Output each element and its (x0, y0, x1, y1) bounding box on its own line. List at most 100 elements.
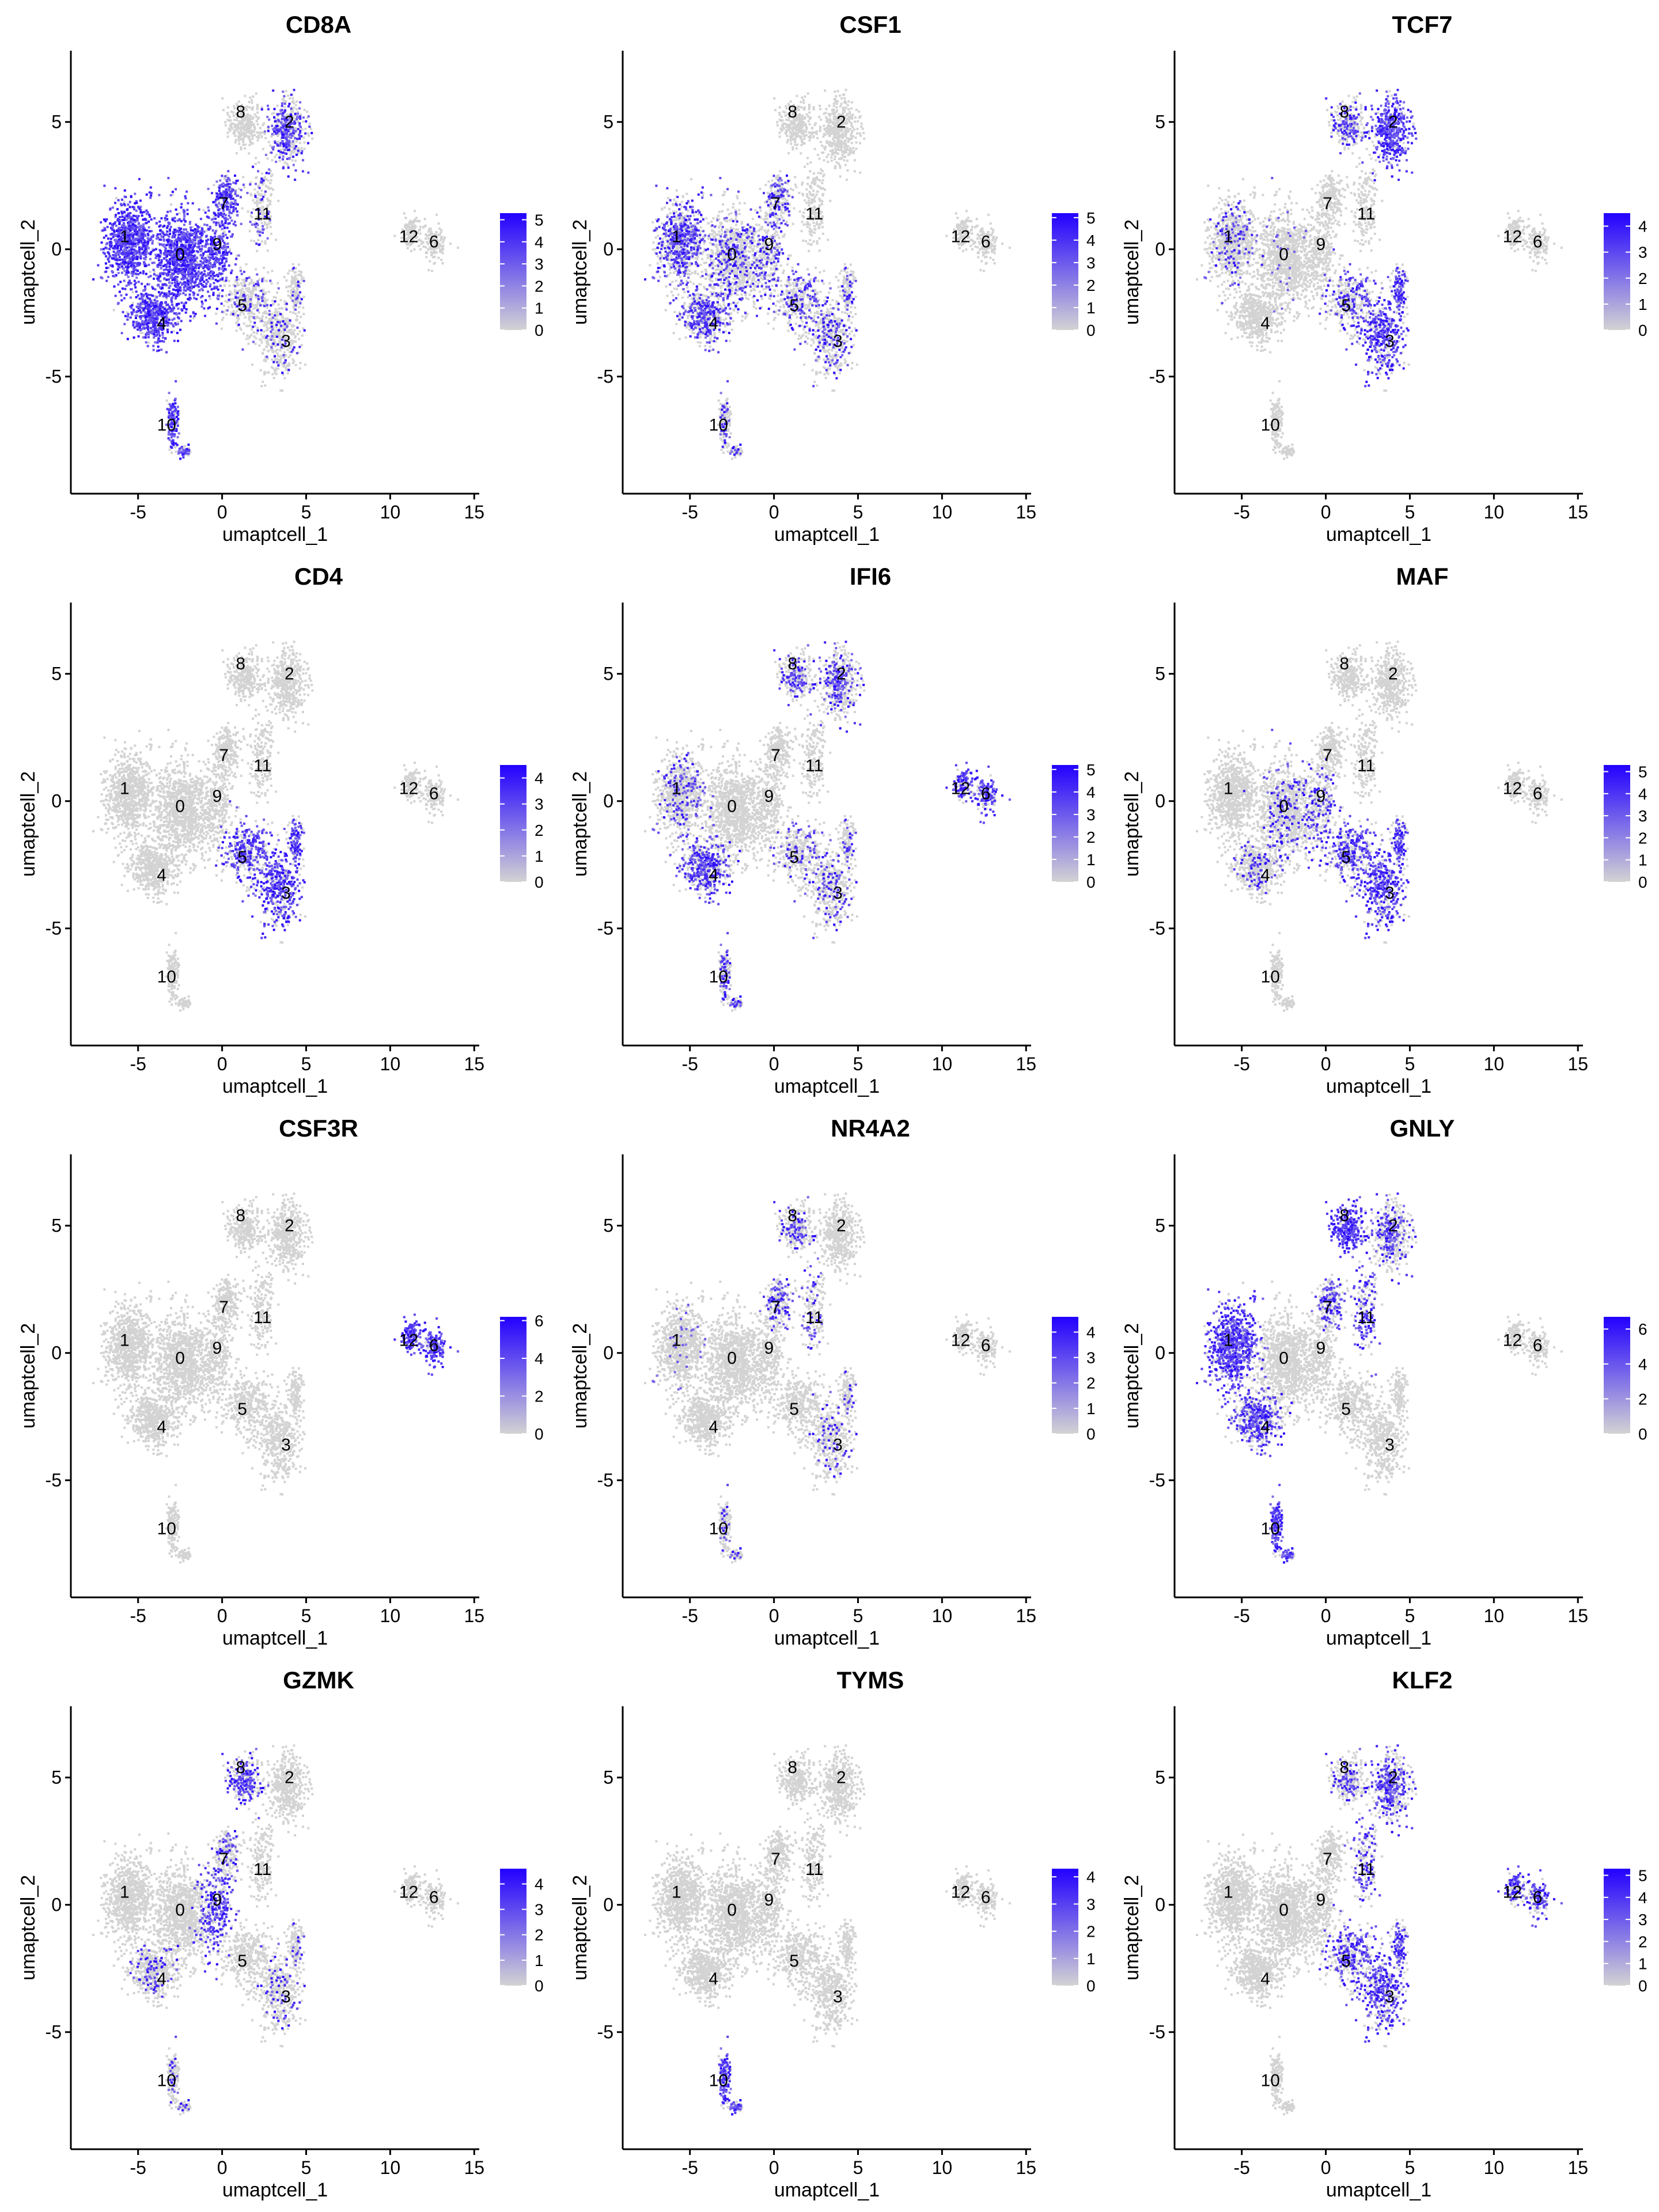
cell-point (145, 298, 147, 300)
cell-point (285, 320, 287, 323)
cell-point (152, 287, 154, 290)
cell-point (256, 332, 258, 335)
cell-point (267, 186, 270, 188)
cell-point (187, 213, 189, 215)
cell-point (184, 445, 186, 448)
cell-point (240, 289, 243, 291)
cell-point (240, 282, 243, 285)
cell-point (413, 248, 415, 251)
cell-point (175, 276, 177, 278)
cell-point (277, 200, 279, 202)
cell-point (227, 132, 229, 134)
cell-point (249, 127, 251, 129)
cell-point (279, 299, 282, 301)
cell-point (226, 301, 229, 303)
cell-point (259, 302, 261, 305)
cell-point (264, 279, 267, 282)
cell-point (187, 283, 190, 286)
cell-point (253, 202, 256, 204)
cell-point (242, 143, 244, 146)
cell-point (265, 329, 267, 332)
cell-point (183, 289, 185, 291)
cell-point (151, 243, 154, 245)
cell-point (299, 282, 301, 285)
cell-point (279, 160, 281, 162)
cell-point (262, 312, 264, 315)
cell-point (186, 253, 188, 255)
cell-point (250, 122, 252, 124)
cell-point (276, 291, 278, 294)
cell-point (425, 225, 427, 227)
cell-point (275, 329, 278, 332)
cell-point (203, 308, 205, 310)
cell-point (259, 202, 261, 204)
cell-point (298, 311, 300, 313)
cell-point (245, 338, 248, 340)
cell-point (236, 320, 238, 323)
cell-point (173, 229, 176, 231)
cell-point (153, 273, 156, 275)
feature-panel-cd8a: CD8A-5 0 5 10 15-505umaptcell_1umaptcell_2 01… (17, 11, 544, 546)
cell-point (290, 289, 293, 291)
cell-point (243, 186, 245, 188)
cell-point (180, 220, 183, 222)
cell-point (301, 335, 304, 337)
cell-point (290, 150, 293, 152)
cell-point (249, 115, 251, 117)
cell-point (253, 131, 255, 133)
cell-point (287, 323, 289, 325)
cell-point (266, 313, 268, 315)
cell-point (252, 308, 255, 310)
cell-point (190, 226, 192, 229)
cell-point (443, 239, 445, 241)
cell-point (258, 312, 260, 314)
cell-point (156, 222, 158, 224)
cell-point (298, 338, 300, 340)
cell-point (181, 283, 183, 286)
cell-point (201, 245, 203, 247)
cell-point (431, 270, 433, 272)
cell-point (233, 105, 235, 107)
cell-point (283, 351, 286, 354)
cell-point (291, 333, 293, 335)
cell-point (180, 268, 183, 270)
cell-point (250, 334, 252, 336)
cell-point (253, 240, 255, 243)
cell-point (164, 234, 166, 236)
cell-point (158, 221, 161, 223)
cell-point (264, 240, 267, 243)
cell-point (168, 282, 171, 284)
cell-point (262, 291, 264, 293)
cell-point (299, 330, 301, 332)
cell-point (199, 289, 201, 291)
cell-point (251, 216, 253, 218)
cell-point (285, 286, 287, 289)
cell-point (289, 270, 291, 272)
cell-point (256, 108, 259, 110)
cell-point (408, 221, 411, 224)
cell-point (197, 294, 199, 296)
cell-point (244, 147, 246, 150)
cell-point (258, 344, 260, 347)
cell-point (278, 311, 281, 313)
cell-point (261, 172, 263, 175)
cell-point (163, 257, 165, 260)
cell-point (179, 212, 181, 214)
cell-point (158, 225, 161, 228)
cell-point (294, 127, 297, 130)
cell-point (246, 335, 248, 337)
cell-point (243, 332, 245, 335)
cell-point (444, 237, 446, 239)
cell-point (194, 243, 196, 245)
cell-point (236, 329, 238, 332)
cell-point (289, 351, 291, 353)
cell-point (271, 270, 274, 272)
cell-point (197, 275, 199, 277)
cell-point (179, 238, 181, 240)
cell-point (229, 119, 232, 122)
cell-point (275, 326, 278, 328)
cell-point (262, 148, 264, 150)
cell-point (256, 131, 259, 134)
cell-point (159, 229, 161, 232)
cell-point (266, 306, 268, 309)
